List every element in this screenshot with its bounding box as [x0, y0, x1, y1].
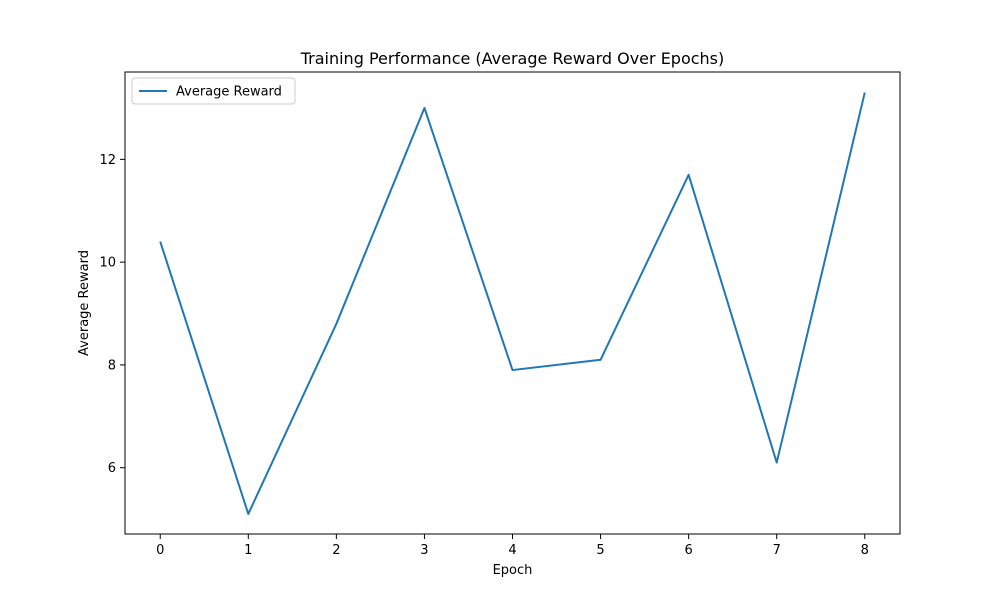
x-tick-label: 1 — [244, 543, 252, 558]
x-tick-label: 4 — [508, 543, 516, 558]
y-tick-label: 10 — [99, 256, 116, 271]
x-axis: 0 1 2 3 4 5 6 7 8 — [156, 534, 869, 558]
x-tick-label: 0 — [156, 543, 164, 558]
y-tick-label: 6 — [108, 461, 116, 476]
x-tick-label: 6 — [684, 543, 692, 558]
chart-title: Training Performance (Average Reward Ove… — [300, 49, 725, 68]
legend-box — [131, 77, 296, 105]
x-tick-label: 5 — [596, 543, 604, 558]
legend: Average Reward — [131, 77, 296, 105]
y-axis-label: Average Reward — [77, 250, 92, 356]
y-tick-label: 8 — [108, 358, 116, 373]
series-line-average-reward — [159, 92, 866, 515]
y-axis: 6 8 10 12 — [99, 153, 125, 476]
x-tick-label: 3 — [420, 543, 428, 558]
x-tick-label: 7 — [773, 543, 781, 558]
x-tick-label: 2 — [332, 543, 340, 558]
x-tick-label: 8 — [861, 543, 869, 558]
y-tick-label: 12 — [99, 153, 116, 168]
series-layer — [159, 92, 866, 515]
plot-area — [124, 71, 901, 535]
plot-background — [125, 72, 900, 534]
legend-label: Average Reward — [176, 85, 282, 100]
x-axis-label: Epoch — [493, 563, 533, 578]
